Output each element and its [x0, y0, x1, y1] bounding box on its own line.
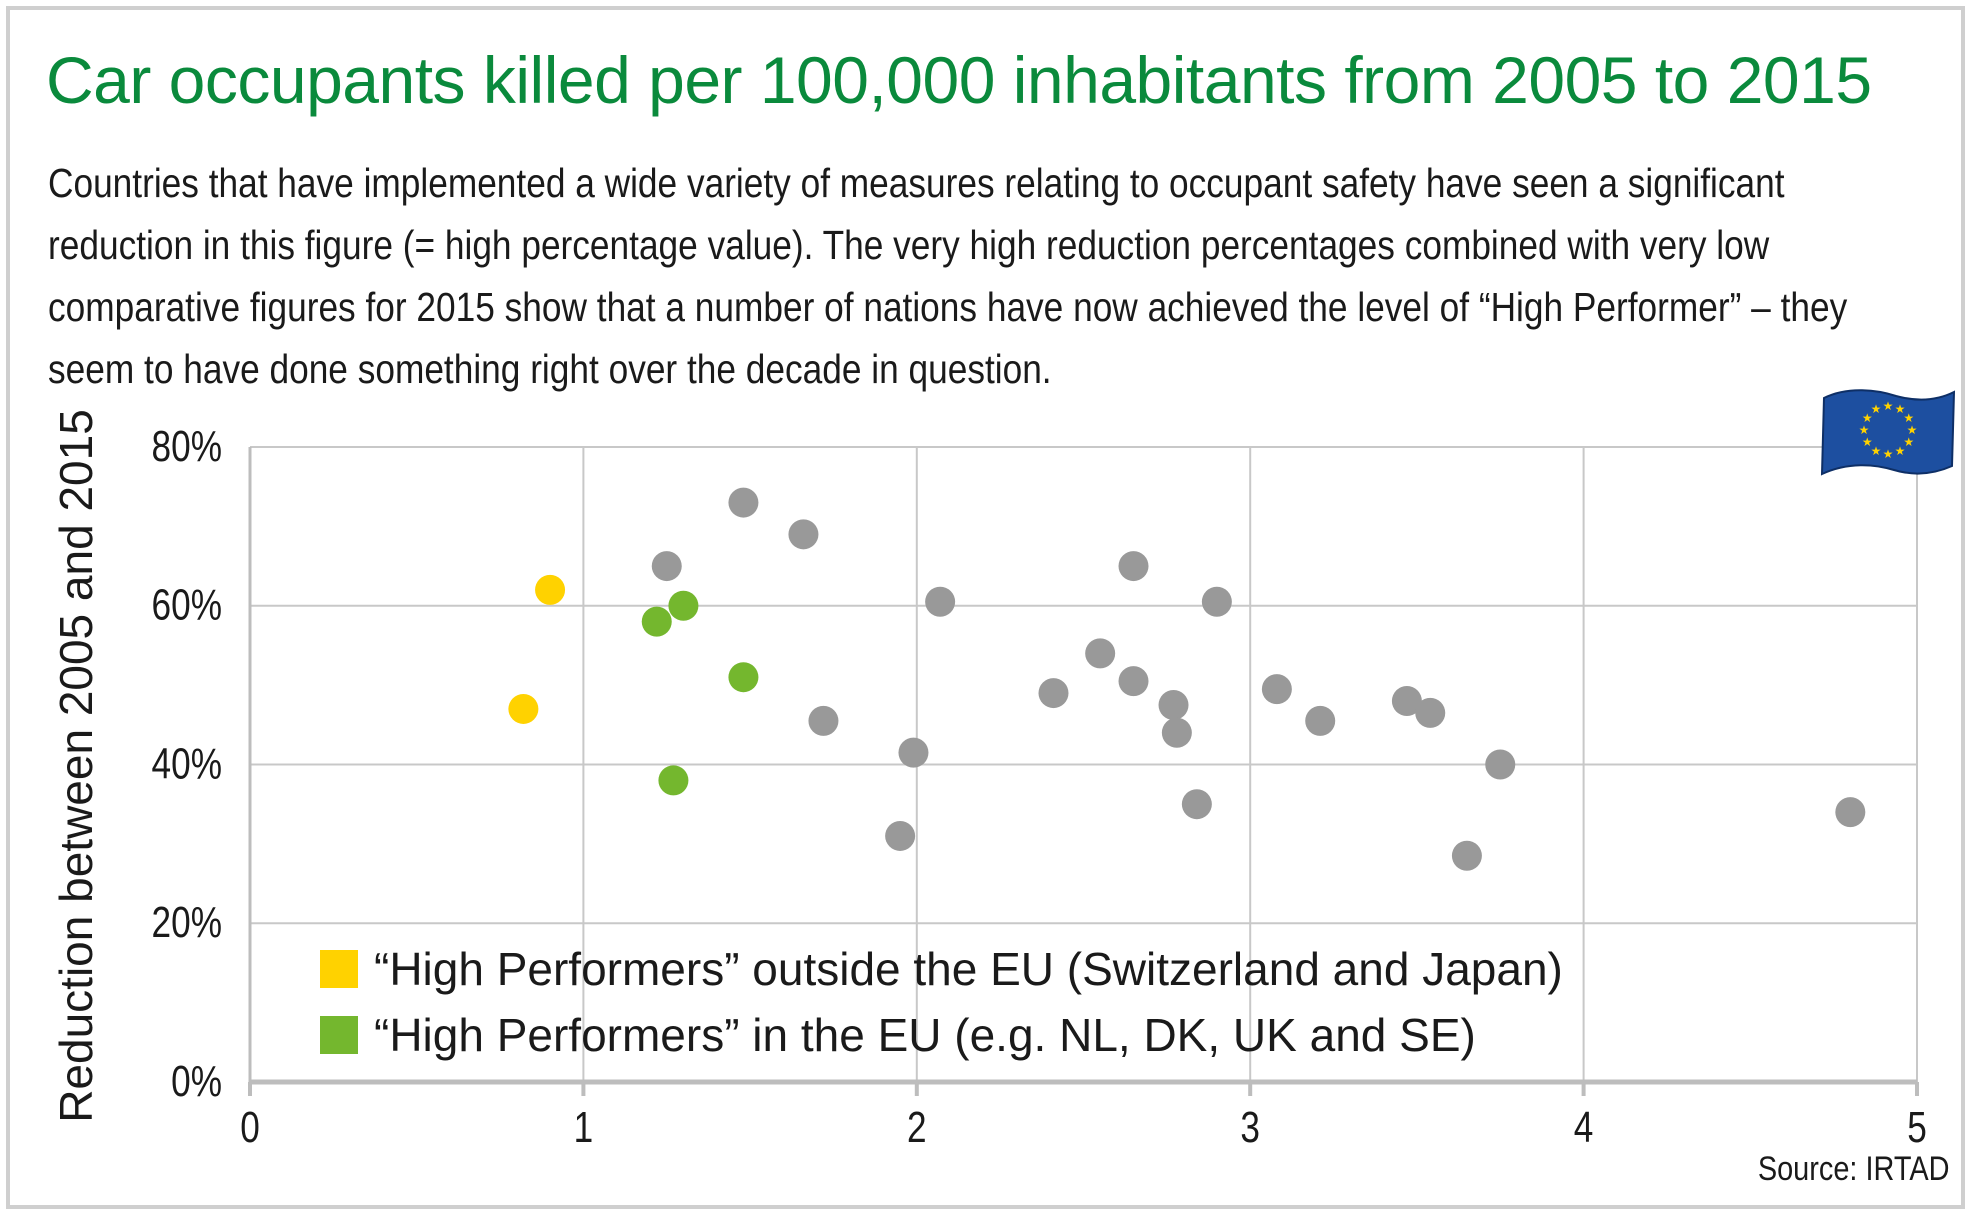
axes [248, 447, 1919, 1096]
data-point-other [925, 586, 956, 617]
data-point-other [1181, 789, 1212, 820]
x-tick-label: 2 [907, 1103, 927, 1152]
x-tick-label: 5 [1907, 1103, 1927, 1152]
data-point-high-performer-eu [658, 765, 689, 796]
data-point-other [1118, 666, 1149, 697]
flag-star-icon: ★ [1871, 402, 1882, 416]
chart-subtitle: Countries that have implemented a wide v… [48, 160, 1848, 392]
flag-star-icon: ★ [1883, 447, 1894, 461]
data-point-other [1118, 551, 1149, 582]
data-point-high-performer-non-eu [508, 693, 539, 724]
y-tick-label: 80% [152, 422, 222, 471]
source-note: Source: IRTAD [1757, 1150, 1949, 1188]
legend-label: “High Performers” outside the EU (Switze… [374, 943, 1563, 995]
legend-swatch [320, 1016, 358, 1054]
flag-star-icon: ★ [1903, 411, 1914, 425]
data-point-other [898, 737, 929, 768]
flag-star-icon: ★ [1903, 435, 1914, 449]
data-point-other [1261, 674, 1292, 705]
y-tick-label: 40% [152, 740, 222, 789]
data-point-other [1161, 717, 1192, 748]
grid-lines [250, 446, 1918, 1082]
data-point-high-performer-eu [728, 662, 759, 693]
data-point-other [651, 551, 682, 582]
flag-star-icon: ★ [1907, 423, 1918, 437]
flag-star-icon: ★ [1895, 444, 1906, 458]
chart-frame [6, 6, 1965, 1209]
data-point-other [1415, 697, 1446, 728]
data-point-other [1305, 705, 1336, 736]
data-points [508, 487, 1866, 871]
flag-star-icon: ★ [1883, 399, 1894, 413]
data-point-other [1038, 678, 1069, 709]
legend-label: “High Performers” in the EU (e.g. NL, DK… [374, 1009, 1476, 1061]
flag-star-icon: ★ [1895, 402, 1906, 416]
x-tick-label: 4 [1574, 1103, 1594, 1152]
chart-title: Car occupants killed per 100,000 inhabit… [46, 43, 1872, 117]
data-point-other [1085, 638, 1116, 669]
y-axis-label: Reduction between 2005 and 2015 [50, 409, 102, 1123]
data-point-high-performer-non-eu [535, 574, 566, 605]
legend-swatch [320, 950, 358, 988]
data-point-other [885, 820, 916, 851]
flag-star-icon: ★ [1859, 423, 1870, 437]
flag-star-icon: ★ [1862, 435, 1873, 449]
legend: “High Performers” outside the EU (Switze… [320, 943, 1563, 1061]
data-point-other [728, 487, 759, 518]
tick-labels: 0 1 2 3 4 5 0% 20% 40% 60% 80% [152, 422, 1927, 1152]
data-point-high-performer-eu [641, 606, 672, 637]
x-tick-label: 1 [574, 1103, 594, 1152]
data-point-high-performer-eu [668, 590, 699, 621]
flag-star-icon: ★ [1871, 444, 1882, 458]
data-point-other [1201, 586, 1232, 617]
data-point-other [1835, 797, 1866, 828]
data-point-other [788, 519, 819, 550]
data-point-other [1451, 840, 1482, 871]
data-point-other [1485, 749, 1516, 780]
x-tick-label: 3 [1240, 1103, 1260, 1152]
y-tick-label: 60% [152, 581, 222, 630]
eu-flag-icon: ★★★★★★★★★ ★ ★★ [1820, 389, 1956, 476]
flag-star-icon: ★ [1862, 411, 1873, 425]
data-point-other [1158, 689, 1189, 720]
x-tick-label: 0 [240, 1103, 260, 1152]
data-point-other [1391, 686, 1422, 716]
data-point-other [808, 705, 839, 736]
y-tick-label: 0% [171, 1057, 222, 1106]
y-tick-label: 20% [152, 899, 222, 948]
